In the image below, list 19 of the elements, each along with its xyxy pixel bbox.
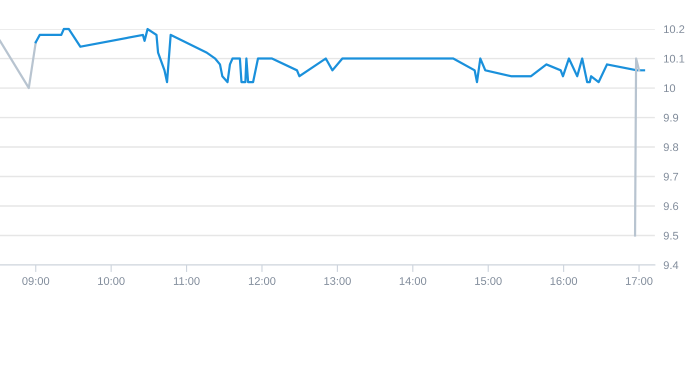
y-tick-label: 10.1 xyxy=(664,54,684,63)
y-tick-label: 9.6 xyxy=(664,202,678,210)
y-tick-label: 9.9 xyxy=(664,114,678,122)
x-tick-label: 16:00 xyxy=(550,277,578,285)
x-tick-label: 17:00 xyxy=(626,277,653,285)
y-tick-label: 9.5 xyxy=(664,232,678,240)
x-tick-label: 12:00 xyxy=(248,277,276,285)
x-tick-label: 14:00 xyxy=(400,277,426,285)
x-tick-label: 10:00 xyxy=(98,277,125,285)
y-tick-label: 10 xyxy=(664,84,676,92)
line-series xyxy=(34,28,646,84)
x-tick-label: 11:00 xyxy=(174,277,200,285)
y-tick-label: 10.2 xyxy=(664,25,684,34)
y-tick-label: 9.8 xyxy=(664,143,678,152)
x-tick-label: 13:00 xyxy=(324,277,351,285)
y-tick-label: 9.7 xyxy=(664,172,678,181)
y-tick-label: 9.4 xyxy=(664,261,678,270)
x-tick-label: 09:00 xyxy=(22,277,50,285)
x-tick-label: 15:00 xyxy=(475,277,502,285)
